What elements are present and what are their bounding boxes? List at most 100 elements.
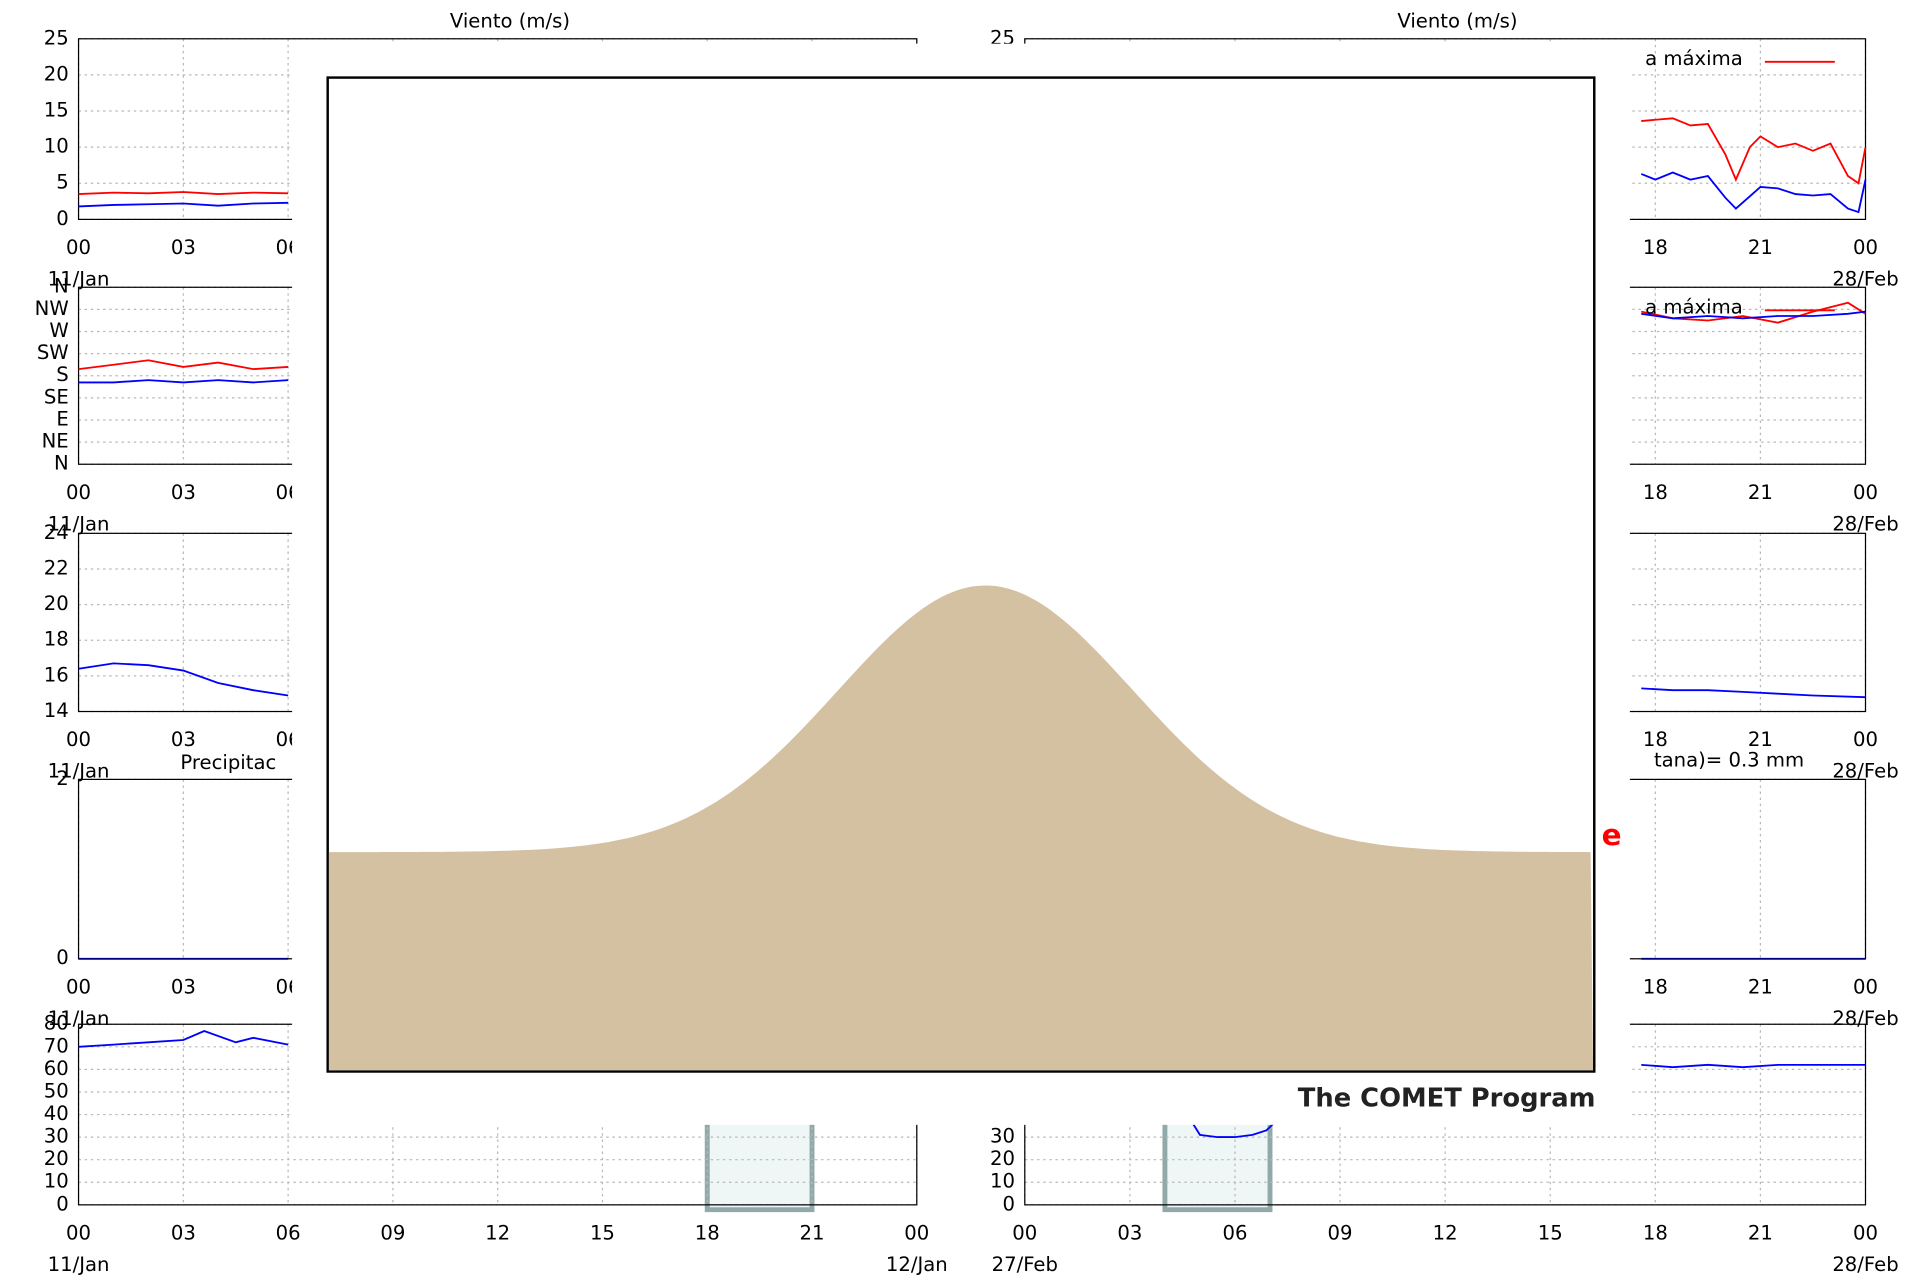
x-tick-label: 00 xyxy=(66,236,91,259)
x-tick-label: 21 xyxy=(1748,728,1773,751)
series-line xyxy=(1640,171,1867,214)
x-tick-label: 18 xyxy=(1643,481,1668,504)
y-tick-label: 20 xyxy=(44,1147,69,1170)
y-tick-label: 10 xyxy=(990,1170,1015,1193)
x-tick-label: 03 xyxy=(171,481,196,504)
y-tick-label: S xyxy=(56,363,68,386)
y-tick-label: 30 xyxy=(990,1125,1015,1148)
y-tick-label: 80 xyxy=(44,1012,69,1035)
series-line xyxy=(78,1030,289,1048)
x-tick-label: 18 xyxy=(1643,1222,1668,1245)
date-label: 28/Feb xyxy=(1832,512,1898,535)
x-tick-label: 00 xyxy=(1853,1222,1878,1245)
x-tick-label: 12 xyxy=(485,1222,510,1245)
x-tick-label: 09 xyxy=(380,1222,405,1245)
x-tick-label: 00 xyxy=(66,1222,91,1245)
date-label: 28/Feb xyxy=(1832,760,1898,783)
legend-label: a máxima xyxy=(1645,295,1743,318)
x-tick-label: 12 xyxy=(1433,1222,1458,1245)
series-line xyxy=(1641,310,1866,320)
date-label: 27/Feb xyxy=(992,1253,1058,1276)
panel-title: Viento (m/s) xyxy=(1397,9,1517,32)
series-line xyxy=(1192,1122,1275,1138)
x-tick-label: 03 xyxy=(1117,1222,1142,1245)
panel-title: Viento (m/s) xyxy=(450,9,570,32)
date-label: 11/Jan xyxy=(48,1253,110,1276)
y-tick-label: 40 xyxy=(44,1102,69,1125)
y-tick-label: 50 xyxy=(44,1080,69,1103)
x-tick-label: 00 xyxy=(66,481,91,504)
x-tick-label: 00 xyxy=(1853,975,1878,998)
y-tick-label: 20 xyxy=(44,592,69,615)
y-tick-label: N xyxy=(54,452,69,475)
y-tick-label: SW xyxy=(37,341,69,364)
panel-title: tana)= 0.3 mm xyxy=(1654,749,1804,772)
x-tick-label: 06 xyxy=(276,1222,301,1245)
x-tick-label: 21 xyxy=(1748,236,1773,259)
y-tick-label: NW xyxy=(35,297,69,320)
y-tick-label: 0 xyxy=(1002,1192,1014,1215)
series-line xyxy=(1641,1063,1866,1069)
x-tick-label: 00 xyxy=(1853,481,1878,504)
y-tick-label: 0 xyxy=(56,207,68,230)
x-tick-label: 15 xyxy=(1538,1222,1563,1245)
series-line xyxy=(78,201,289,208)
mountain-profile xyxy=(328,585,1594,1071)
credit: The COMET Program xyxy=(1298,1083,1596,1113)
y-tick-label: 10 xyxy=(44,135,69,158)
y-tick-label: NE xyxy=(42,430,69,453)
date-label: 11/Jan xyxy=(48,760,110,783)
x-tick-label: 21 xyxy=(800,1222,825,1245)
x-tick-label: 18 xyxy=(1643,236,1668,259)
legend-label: a máxima xyxy=(1645,47,1743,70)
y-tick-label: 20 xyxy=(990,1147,1015,1170)
y-tick-label: 20 xyxy=(44,62,69,85)
x-tick-label: 18 xyxy=(1643,975,1668,998)
x-tick-label: 00 xyxy=(1853,728,1878,751)
series-line xyxy=(78,379,289,384)
y-tick-label: 15 xyxy=(44,99,69,122)
x-tick-label: 18 xyxy=(695,1222,720,1245)
y-tick-label: 0 xyxy=(56,1192,68,1215)
x-tick-label: 18 xyxy=(1643,728,1668,751)
x-tick-label: 03 xyxy=(171,236,196,259)
x-tick-label: 03 xyxy=(171,975,196,998)
date-label: 12/Jan xyxy=(886,1253,948,1276)
y-tick-label: 2 xyxy=(56,767,68,790)
x-tick-label: 21 xyxy=(1748,481,1773,504)
series-line xyxy=(1641,687,1866,699)
x-tick-label: 00 xyxy=(1853,236,1878,259)
x-tick-label: 06 xyxy=(1222,1222,1247,1245)
y-tick-label: 60 xyxy=(44,1057,69,1080)
x-tick-label: 21 xyxy=(1748,1222,1773,1245)
x-tick-label: 00 xyxy=(66,728,91,751)
y-tick-label: 10 xyxy=(44,1170,69,1193)
y-tick-label: 18 xyxy=(44,628,69,651)
y-tick-label: E xyxy=(56,408,68,431)
x-tick-label: 00 xyxy=(904,1222,929,1245)
y-tick-label: 5 xyxy=(56,171,68,194)
y-tick-label: 14 xyxy=(44,699,69,722)
date-label: 28/Feb xyxy=(1832,1253,1898,1276)
x-tick-label: 03 xyxy=(171,728,196,751)
series-line xyxy=(78,191,289,195)
x-tick-label: 03 xyxy=(171,1222,196,1245)
y-tick-label: 24 xyxy=(44,521,69,544)
x-tick-label: 21 xyxy=(1748,975,1773,998)
panel-title: Precipitac xyxy=(180,751,276,774)
y-tick-label: 70 xyxy=(44,1034,69,1057)
date-label: 11/Jan xyxy=(48,512,110,535)
x-tick-label: 15 xyxy=(590,1222,615,1245)
y-tick-label: 16 xyxy=(44,663,69,686)
series-line xyxy=(78,359,289,371)
y-tick-label: 22 xyxy=(44,557,69,580)
y-tick-label: W xyxy=(49,319,68,342)
warning-fragment: e xyxy=(1602,818,1622,852)
date-label: 28/Feb xyxy=(1832,268,1898,291)
x-tick-label: 09 xyxy=(1328,1222,1353,1245)
y-tick-label: 25 xyxy=(990,26,1015,49)
y-tick-label: 30 xyxy=(44,1125,69,1148)
y-tick-label: N xyxy=(54,275,69,298)
